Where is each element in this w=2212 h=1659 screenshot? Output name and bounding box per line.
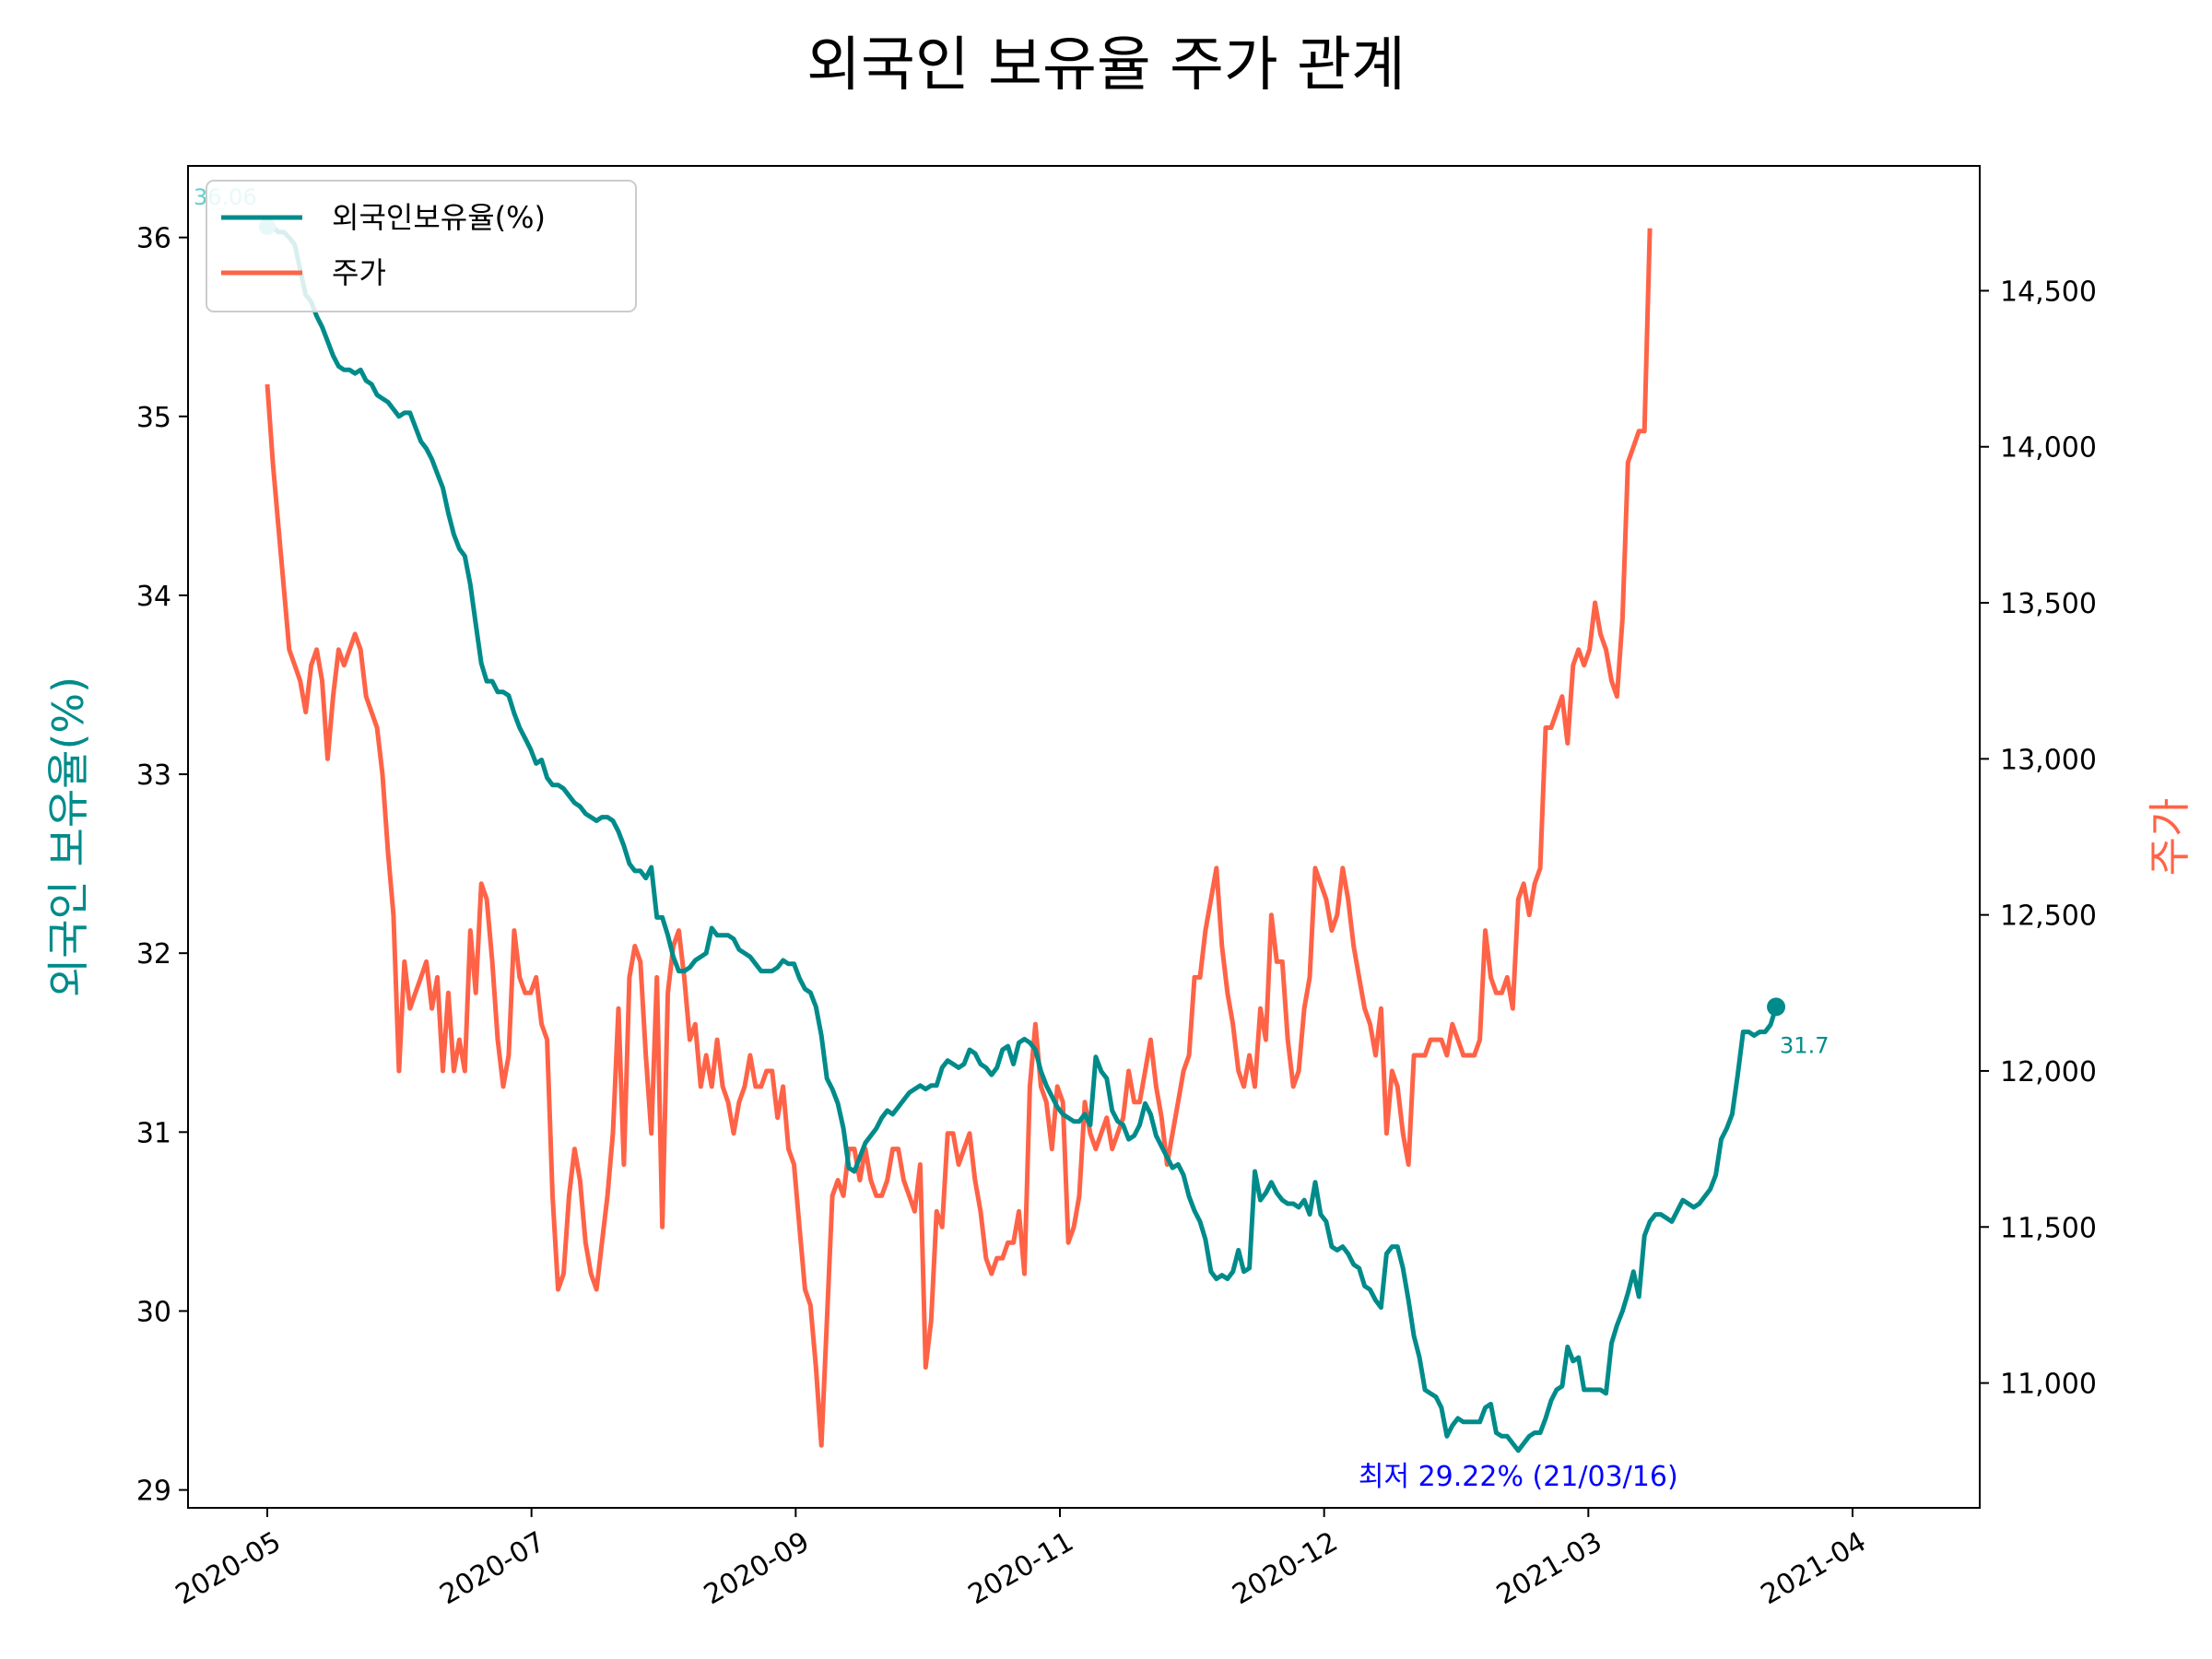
left-tick-label: 35 bbox=[136, 402, 171, 434]
legend: 외국인보유율(%) 주가 bbox=[206, 180, 637, 312]
right-tick-label: 13,000 bbox=[2000, 744, 2097, 776]
foreign-ratio-line bbox=[267, 224, 1779, 1453]
left-tick-label: 33 bbox=[136, 759, 171, 792]
left-tick-label: 36 bbox=[136, 223, 171, 255]
left-tick-label: 34 bbox=[136, 581, 171, 613]
legend-label-foreign: 외국인보유율(%) bbox=[332, 200, 546, 235]
left-axis-label: 외국인 보유율(%) bbox=[43, 677, 93, 997]
left-tick-label: 31 bbox=[136, 1117, 171, 1149]
end-value-label: 31.7 bbox=[1780, 1032, 1829, 1058]
right-tick-label: 14,500 bbox=[2000, 276, 2097, 308]
minimum-label: 최저 29.22% (21/03/16) bbox=[1359, 1461, 1678, 1493]
left-y-axis: 29 30 31 32 33 34 35 36 bbox=[136, 223, 188, 1508]
right-tick-label: 11,000 bbox=[2000, 1369, 2097, 1401]
legend-label-price: 주가 bbox=[332, 255, 386, 290]
right-tick-label: 12,500 bbox=[2000, 900, 2097, 933]
left-tick-label: 32 bbox=[136, 938, 171, 971]
legend-box bbox=[206, 180, 637, 312]
right-tick-label: 13,500 bbox=[2000, 588, 2097, 620]
right-tick-label: 14,000 bbox=[2000, 432, 2097, 465]
plot-frame bbox=[187, 165, 1981, 1509]
chart-title: 외국인 보유율 주가 관계 bbox=[806, 31, 1406, 100]
left-tick-label: 29 bbox=[136, 1476, 171, 1508]
end-marker bbox=[1767, 997, 1786, 1017]
left-tick-label: 30 bbox=[136, 1296, 171, 1328]
price-line bbox=[265, 228, 1653, 1448]
right-tick-label: 12,000 bbox=[2000, 1056, 2097, 1088]
right-tick-label: 11,500 bbox=[2000, 1212, 2097, 1244]
right-axis-label: 주가 bbox=[2145, 798, 2194, 877]
right-y-axis: 11,000 11,500 12,000 12,500 13,000 13,500 14,0… bbox=[1980, 276, 2097, 1401]
